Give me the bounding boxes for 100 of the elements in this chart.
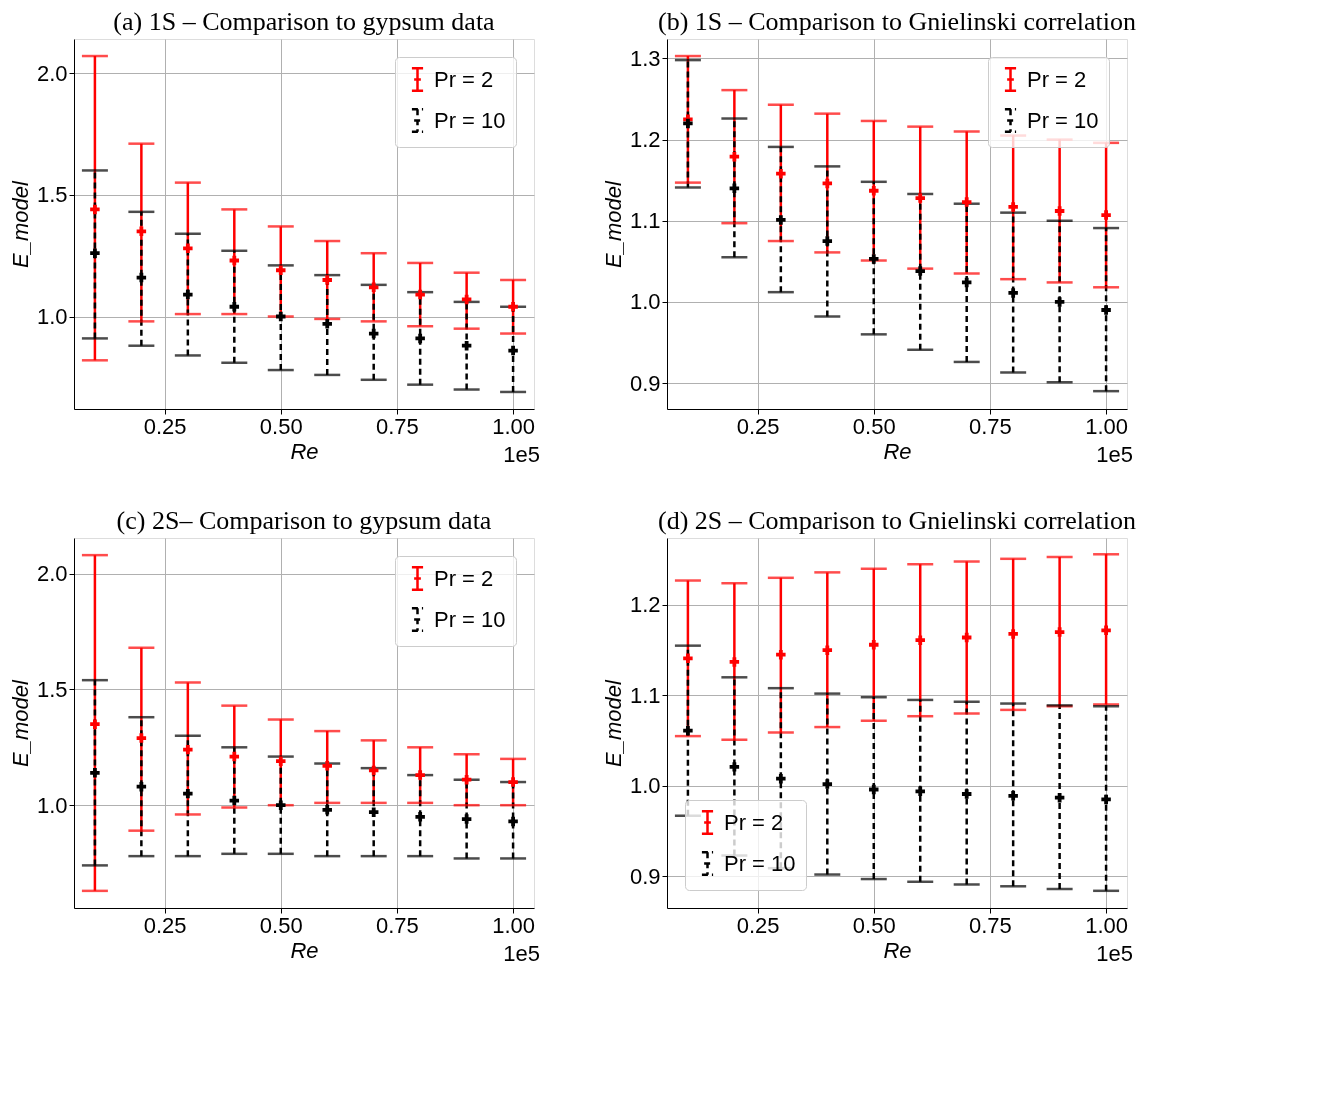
y-tick-label: 1.5	[36, 676, 68, 702]
point	[368, 282, 379, 293]
point	[1054, 297, 1065, 307]
point	[508, 302, 518, 312]
point	[276, 756, 286, 766]
x-tick-label: 0.25	[143, 413, 187, 439]
point	[915, 266, 925, 276]
x-tick-label: 1.00	[492, 912, 536, 938]
point	[183, 744, 193, 755]
legend-label: Pr = 10	[434, 606, 506, 632]
x-tick-label: 0.75	[969, 912, 1012, 938]
point	[183, 289, 193, 300]
point	[1101, 794, 1111, 805]
point	[415, 812, 425, 822]
x-tick-label: 0.25	[736, 912, 780, 938]
x-tick-label: 1.00	[492, 413, 536, 439]
point	[915, 635, 925, 645]
point	[683, 118, 693, 129]
x-axis-title: Re	[290, 438, 319, 464]
x-axis-title: Re	[290, 937, 319, 963]
x-tick-label: 0.75	[376, 912, 419, 938]
point	[183, 243, 193, 254]
point	[1008, 629, 1018, 639]
y-tick-label: 0.9	[629, 370, 661, 396]
point	[183, 788, 193, 799]
point	[869, 640, 879, 650]
point	[1008, 791, 1018, 801]
point	[915, 193, 925, 203]
point	[822, 645, 833, 655]
legend-label: Pr = 2	[724, 809, 784, 835]
x-tick-label: 0.25	[143, 912, 187, 938]
chart-title: (a) 1S – Comparison to gypsum data	[113, 7, 496, 36]
point	[1008, 202, 1018, 212]
point	[869, 784, 879, 795]
chart-title: (b) 1S – Comparison to Gnielinski correlation	[657, 7, 1137, 36]
point	[729, 151, 740, 162]
point	[961, 789, 972, 799]
legend-label: Pr = 2	[434, 565, 494, 591]
point	[322, 275, 332, 285]
y-tick-label: 1.0	[36, 792, 68, 818]
x-tick-label: 0.50	[852, 912, 896, 938]
point	[869, 185, 879, 196]
text: 1e5	[1096, 442, 1133, 467]
point	[729, 762, 740, 772]
point	[508, 777, 518, 787]
point	[322, 761, 332, 771]
point	[90, 768, 100, 778]
y-tick-label: 1.3	[629, 45, 661, 71]
point	[822, 236, 833, 246]
point	[822, 779, 833, 789]
y-axis-title: E_model	[7, 678, 33, 767]
point	[508, 816, 518, 827]
point	[136, 781, 147, 792]
point	[869, 254, 879, 264]
point	[276, 311, 286, 322]
point	[683, 653, 693, 664]
y-tick-label: 1.1	[629, 682, 661, 708]
point	[415, 289, 425, 300]
point	[136, 733, 147, 743]
point	[415, 333, 425, 344]
x-tick-label: 0.75	[376, 413, 419, 439]
point	[776, 773, 786, 784]
point	[683, 725, 693, 736]
point	[776, 215, 786, 225]
legend-label: Pr = 10	[1027, 107, 1099, 133]
x-axis-title: Re	[883, 937, 912, 963]
text: 1e5	[503, 941, 540, 966]
legend-label: Pr = 2	[1027, 66, 1087, 92]
x-axis-title: Re	[883, 438, 912, 464]
legend-label: Pr = 10	[434, 107, 506, 133]
point	[961, 197, 972, 207]
legend-label: Pr = 2	[434, 66, 494, 92]
x-tick-label: 0.50	[852, 413, 896, 439]
x-tick-label: 0.50	[259, 413, 303, 439]
point	[229, 302, 240, 312]
y-tick-label: 0.9	[629, 863, 661, 889]
point	[461, 774, 472, 785]
point	[90, 248, 100, 258]
y-tick-label: 2.0	[36, 561, 68, 587]
point	[322, 319, 332, 329]
point	[729, 657, 740, 667]
text: 1e5	[1096, 941, 1133, 966]
point	[1101, 305, 1111, 315]
point	[729, 183, 740, 194]
point	[276, 800, 286, 810]
y-tick-label: 1.5	[36, 182, 68, 208]
point	[1054, 792, 1065, 803]
point	[461, 814, 472, 824]
x-tick-label: 0.50	[259, 912, 303, 938]
point	[90, 204, 100, 215]
y-tick-label: 1.1	[629, 208, 661, 234]
y-tick-label: 1.2	[629, 592, 661, 618]
point	[1101, 625, 1111, 636]
point	[368, 807, 379, 817]
point	[508, 345, 518, 356]
point	[1008, 288, 1018, 298]
y-tick-label: 1.0	[629, 289, 661, 315]
x-tick-label: 1.00	[1085, 912, 1129, 938]
point	[415, 770, 425, 780]
y-tick-label: 2.0	[36, 60, 68, 86]
